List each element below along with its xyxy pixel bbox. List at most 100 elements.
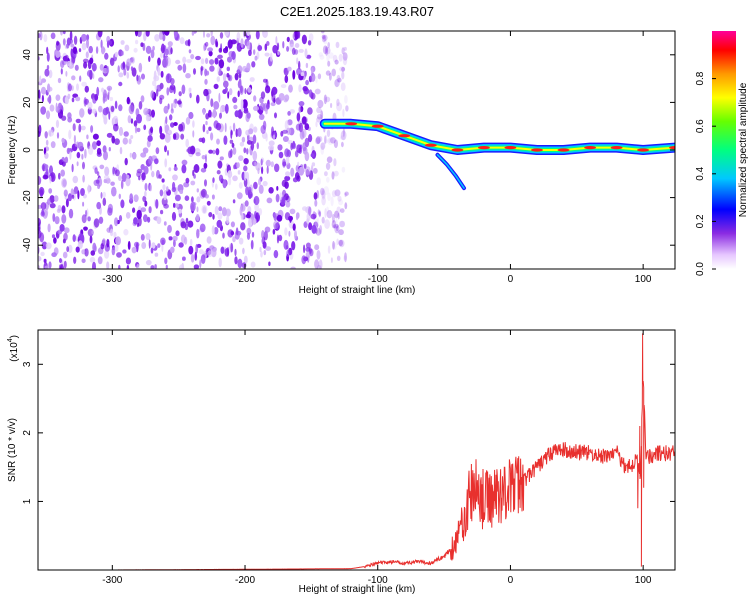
noise-speck bbox=[81, 42, 87, 51]
noise-speck bbox=[304, 151, 310, 162]
noise-speck bbox=[237, 127, 242, 137]
noise-speck bbox=[114, 169, 120, 177]
y-tick-label: 3 bbox=[22, 361, 33, 367]
noise-speck bbox=[308, 206, 312, 216]
noise-speck bbox=[326, 206, 329, 214]
noise-speck bbox=[238, 182, 243, 189]
noise-speck bbox=[324, 96, 331, 103]
noise-speck bbox=[118, 264, 121, 269]
noise-speck bbox=[337, 212, 340, 220]
noise-speck bbox=[315, 121, 318, 128]
noise-speck bbox=[226, 215, 230, 224]
noise-speck bbox=[135, 39, 139, 45]
noise-speck bbox=[298, 106, 302, 113]
noise-speck bbox=[145, 45, 152, 55]
noise-speck bbox=[251, 231, 255, 238]
noise-speck bbox=[322, 34, 328, 41]
noise-speck bbox=[40, 78, 47, 83]
noise-speck bbox=[193, 174, 196, 179]
noise-speck bbox=[297, 161, 300, 167]
noise-speck bbox=[224, 87, 228, 93]
noise-speck bbox=[336, 74, 341, 83]
noise-speck bbox=[227, 170, 233, 179]
noise-speck bbox=[301, 116, 307, 125]
noise-speck bbox=[332, 240, 335, 250]
noise-speck bbox=[188, 49, 192, 54]
noise-speck bbox=[204, 179, 207, 187]
noise-speck bbox=[341, 66, 346, 72]
noise-speck bbox=[213, 101, 220, 110]
noise-speck bbox=[88, 45, 93, 54]
noise-speck bbox=[196, 94, 200, 104]
noise-speck bbox=[44, 152, 49, 159]
noise-speck bbox=[136, 127, 141, 133]
noise-speck bbox=[249, 77, 255, 82]
noise-speck bbox=[94, 167, 98, 175]
noise-speck bbox=[294, 43, 300, 48]
noise-speck bbox=[44, 265, 50, 269]
noise-speck bbox=[276, 214, 283, 222]
noise-speck bbox=[113, 231, 117, 239]
noise-speck bbox=[202, 124, 206, 133]
noise-speck bbox=[63, 189, 68, 197]
noise-speck bbox=[298, 101, 305, 107]
noise-speck bbox=[255, 31, 260, 40]
noise-speck bbox=[142, 42, 146, 52]
noise-speck bbox=[317, 99, 324, 109]
noise-speck bbox=[157, 243, 161, 248]
noise-speck bbox=[217, 54, 223, 59]
noise-speck bbox=[232, 199, 236, 204]
noise-speck bbox=[144, 190, 147, 197]
noise-speck bbox=[285, 155, 290, 165]
noise-speck bbox=[134, 241, 140, 248]
colorbar-tick-label: 0.8 bbox=[695, 71, 706, 85]
noise-speck bbox=[237, 90, 240, 98]
noise-speck bbox=[317, 73, 322, 80]
noise-speck bbox=[185, 73, 191, 79]
noise-speck bbox=[204, 194, 209, 199]
noise-speck bbox=[169, 84, 176, 91]
noise-speck bbox=[41, 94, 45, 103]
noise-speck bbox=[264, 43, 268, 51]
noise-speck bbox=[177, 100, 182, 105]
noise-speck bbox=[316, 136, 321, 144]
noise-speck bbox=[225, 208, 231, 217]
noise-speck bbox=[218, 92, 221, 103]
noise-speck bbox=[62, 55, 68, 62]
noise-speck bbox=[285, 171, 291, 177]
noise-speck bbox=[175, 59, 181, 65]
noise-speck bbox=[110, 181, 115, 186]
noise-speck bbox=[343, 255, 347, 261]
noise-speck bbox=[58, 172, 61, 180]
x-tick-label: 100 bbox=[635, 274, 652, 285]
noise-speck bbox=[152, 45, 155, 51]
noise-speck bbox=[201, 155, 206, 160]
noise-speck bbox=[327, 137, 334, 146]
signal-peak bbox=[531, 148, 543, 152]
noise-speck bbox=[229, 125, 232, 131]
noise-speck bbox=[258, 178, 262, 186]
noise-speck bbox=[97, 256, 103, 265]
noise-speck bbox=[147, 216, 151, 223]
noise-speck bbox=[87, 101, 93, 110]
noise-speck bbox=[38, 33, 41, 39]
noise-speck bbox=[145, 113, 150, 122]
svg-text:(x104): (x104) bbox=[7, 335, 20, 362]
noise-speck bbox=[67, 193, 72, 202]
noise-speck bbox=[132, 207, 136, 213]
noise-speck bbox=[268, 187, 274, 194]
noise-speck bbox=[49, 104, 55, 112]
noise-speck bbox=[55, 50, 61, 58]
noise-speck bbox=[127, 115, 132, 124]
noise-speck bbox=[125, 176, 131, 187]
noise-speck bbox=[174, 98, 178, 104]
noise-speck bbox=[114, 138, 120, 146]
signal-peak bbox=[371, 124, 384, 128]
noise-speck bbox=[271, 126, 274, 136]
noise-speck bbox=[141, 172, 146, 181]
noise-speck bbox=[216, 170, 221, 175]
noise-speck bbox=[246, 232, 251, 240]
noise-speck bbox=[231, 51, 236, 60]
noise-speck bbox=[40, 202, 47, 210]
noise-speck bbox=[284, 148, 290, 158]
